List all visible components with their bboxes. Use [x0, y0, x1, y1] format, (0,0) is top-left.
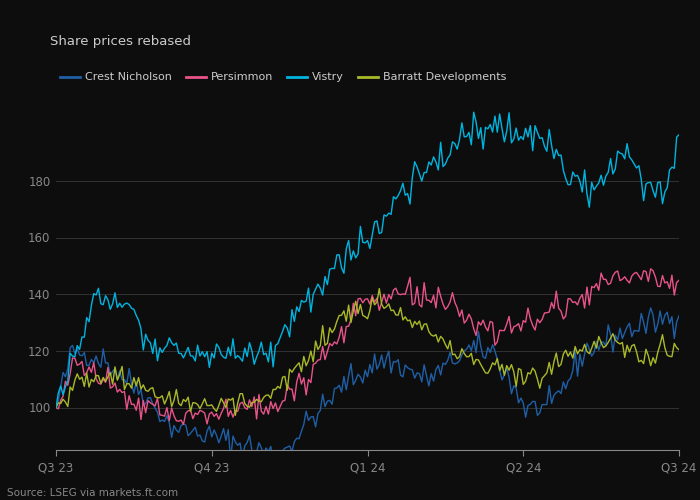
Text: Source: LSEG via markets.ft.com: Source: LSEG via markets.ft.com [7, 488, 178, 498]
Legend: Crest Nicholson, Persimmon, Vistry, Barratt Developments: Crest Nicholson, Persimmon, Vistry, Barr… [55, 68, 511, 87]
Text: Share prices rebased: Share prices rebased [50, 35, 191, 48]
